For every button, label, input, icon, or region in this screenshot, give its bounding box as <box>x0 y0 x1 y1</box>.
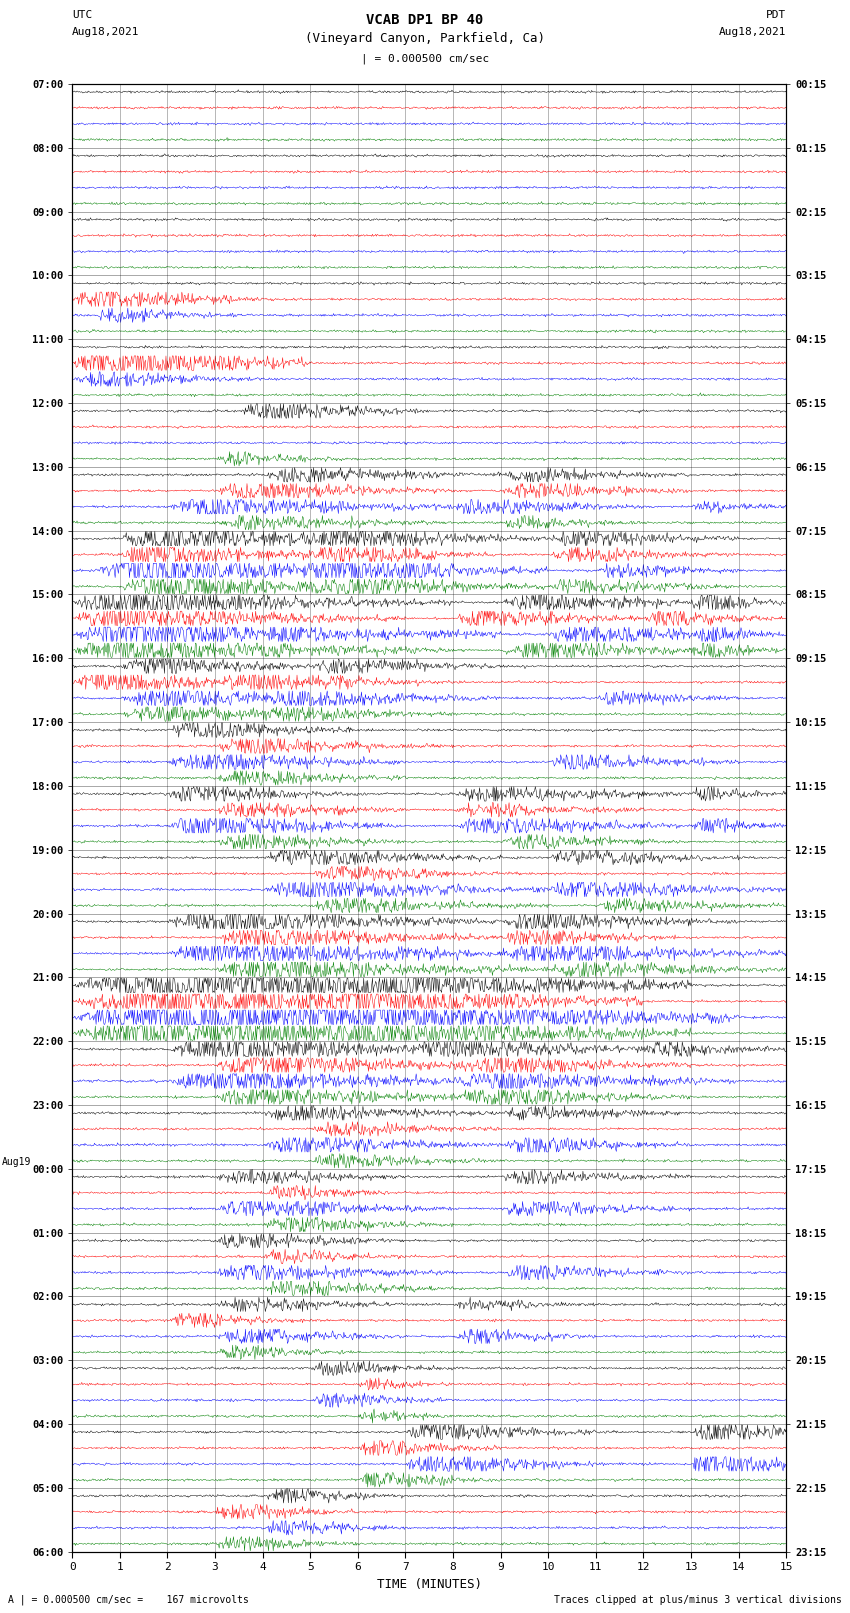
Text: Aug19: Aug19 <box>2 1158 31 1168</box>
Text: PDT: PDT <box>766 10 786 19</box>
Text: | = 0.000500 cm/sec: | = 0.000500 cm/sec <box>361 53 489 65</box>
Text: Aug18,2021: Aug18,2021 <box>719 27 786 37</box>
Text: (Vineyard Canyon, Parkfield, Ca): (Vineyard Canyon, Parkfield, Ca) <box>305 32 545 45</box>
Text: UTC: UTC <box>72 10 93 19</box>
Text: Traces clipped at plus/minus 3 vertical divisions: Traces clipped at plus/minus 3 vertical … <box>553 1595 842 1605</box>
X-axis label: TIME (MINUTES): TIME (MINUTES) <box>377 1578 482 1590</box>
Text: A | = 0.000500 cm/sec =    167 microvolts: A | = 0.000500 cm/sec = 167 microvolts <box>8 1594 249 1605</box>
Text: VCAB DP1 BP 40: VCAB DP1 BP 40 <box>366 13 484 27</box>
Text: Aug18,2021: Aug18,2021 <box>72 27 139 37</box>
